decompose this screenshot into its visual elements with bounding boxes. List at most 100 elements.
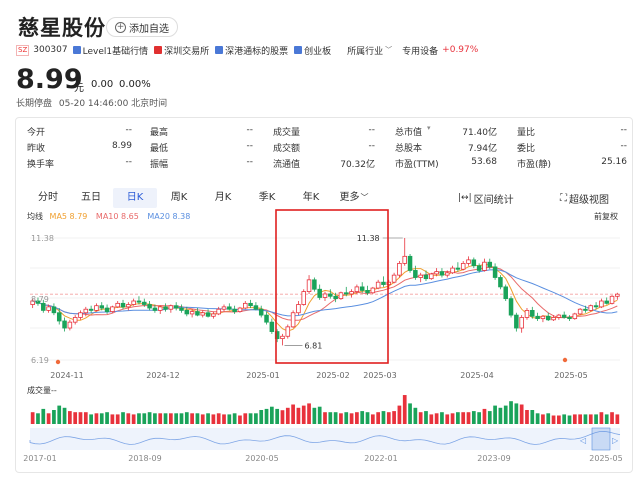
candle-body (62, 320, 67, 329)
add-watchlist-button[interactable]: + 添加自选 (106, 17, 178, 37)
chevron-down-icon: ﹀ (385, 46, 393, 54)
exchange-icon (154, 46, 163, 54)
volume-label: 成交量-- (27, 386, 57, 395)
volume-bar (73, 412, 78, 424)
candle-body (328, 293, 333, 297)
tab-more[interactable]: 更多﹀ (339, 192, 369, 203)
candle-body (195, 311, 200, 316)
stat-value: -- (125, 125, 133, 135)
price-change-pct: 0.00% (119, 79, 151, 90)
volume-bar (99, 413, 104, 424)
current-price: 8.99 (16, 64, 83, 95)
tag-exchange[interactable]: 深圳交易所 (154, 44, 209, 57)
volume-bar (280, 410, 285, 424)
stock-name: 慈星股份 (18, 16, 106, 40)
candle-body (46, 306, 51, 311)
tab-intraday[interactable]: 分时 (38, 192, 58, 203)
volume-bar (110, 414, 115, 424)
price-change: 0.00 (91, 79, 114, 90)
candle-body (41, 302, 46, 311)
volume-bar (216, 413, 221, 424)
candle-body (466, 259, 471, 264)
tab-daily-k[interactable]: 日K (113, 188, 157, 208)
stat-value: 8.99 (111, 141, 132, 151)
tab-five-day[interactable]: 五日 (81, 192, 101, 203)
volume-bar (153, 413, 157, 424)
volume-bar (333, 412, 338, 424)
stat-label: 成交量 (273, 128, 301, 138)
tag-board[interactable]: 创业板 (294, 44, 331, 57)
event-dot (562, 357, 568, 363)
candle-body (508, 298, 514, 316)
volume-bar (440, 412, 444, 424)
candle-body (200, 312, 206, 316)
volume-bar (174, 413, 179, 424)
stat-value: -- (246, 141, 254, 151)
volume-bar (557, 415, 561, 424)
chevron-down-icon: ﹀ (360, 193, 369, 202)
volume-bar (487, 411, 492, 424)
overview-axis-label: 2023-09 (477, 454, 510, 463)
exchange-badge: SZ (16, 44, 30, 56)
candle-body (30, 300, 35, 305)
info-icon[interactable]: ▾ (427, 124, 431, 132)
tab-monthly-k[interactable]: 月K (214, 192, 232, 203)
tab-weekly-k[interactable]: 周K (170, 192, 188, 203)
volume-bar (68, 411, 72, 424)
candle-body (67, 321, 73, 329)
candle-body (476, 265, 482, 271)
super-view-button[interactable]: ⛶ 超级视图 (560, 192, 609, 206)
candle-body (253, 305, 259, 310)
candle-body (83, 308, 89, 314)
candle-body (269, 321, 275, 332)
volume-bar (381, 411, 386, 424)
stat-value: -- (246, 157, 254, 167)
volume-bar (376, 412, 381, 424)
volume-bar (519, 404, 524, 424)
candle-body (333, 295, 338, 300)
industry-name[interactable]: 专用设备 (402, 46, 439, 57)
candle-body (434, 271, 439, 275)
candle-body (232, 308, 237, 312)
stat-label[interactable]: 总市值 (395, 128, 423, 138)
highlight-box (275, 209, 389, 364)
candle-body (349, 291, 354, 295)
candle-body (572, 313, 578, 320)
industry-dropdown[interactable]: 所属行业 ﹀ (347, 46, 393, 57)
candle-body (535, 315, 540, 320)
trading-status: 长期停盘 (16, 99, 53, 109)
stat-label: 最高 (150, 128, 169, 138)
adjust-mode[interactable]: 前复权 (594, 212, 618, 221)
volume-bar (254, 413, 258, 424)
volume-bar (349, 413, 354, 424)
volume-bar (514, 403, 519, 424)
volume-bar (482, 408, 487, 424)
stat-value: -- (620, 141, 628, 151)
candle-body (482, 261, 487, 271)
volume-bar (163, 413, 168, 424)
volume-bar (296, 407, 301, 424)
candle-body (519, 317, 524, 329)
volume-bar (115, 414, 120, 424)
tag-level1[interactable]: Level1基础行情 (72, 44, 148, 57)
x-axis-label: 2024-11 (50, 371, 83, 380)
candle-body (94, 305, 99, 311)
interval-stats-button[interactable]: |↔| 区间统计 (458, 193, 514, 206)
volume-bar (461, 412, 466, 424)
volume-bar (386, 412, 391, 424)
volume-bar (30, 412, 35, 424)
tag-connect[interactable]: 深港通标的股票 (215, 44, 288, 57)
tab-yearly-k[interactable]: 年K (302, 192, 320, 203)
low-annotation: 6.81 (304, 341, 322, 350)
volume-bar (599, 412, 604, 424)
candle-body (317, 288, 322, 298)
event-dot (55, 359, 61, 365)
tab-quarterly-k[interactable]: 季K (258, 192, 276, 203)
candle-body (556, 314, 562, 318)
volume-bar (328, 412, 333, 424)
volume-bar (610, 412, 614, 424)
stat-value: 25.16 (601, 157, 627, 167)
stat-value: -- (125, 157, 133, 167)
overview-line (29, 430, 621, 445)
